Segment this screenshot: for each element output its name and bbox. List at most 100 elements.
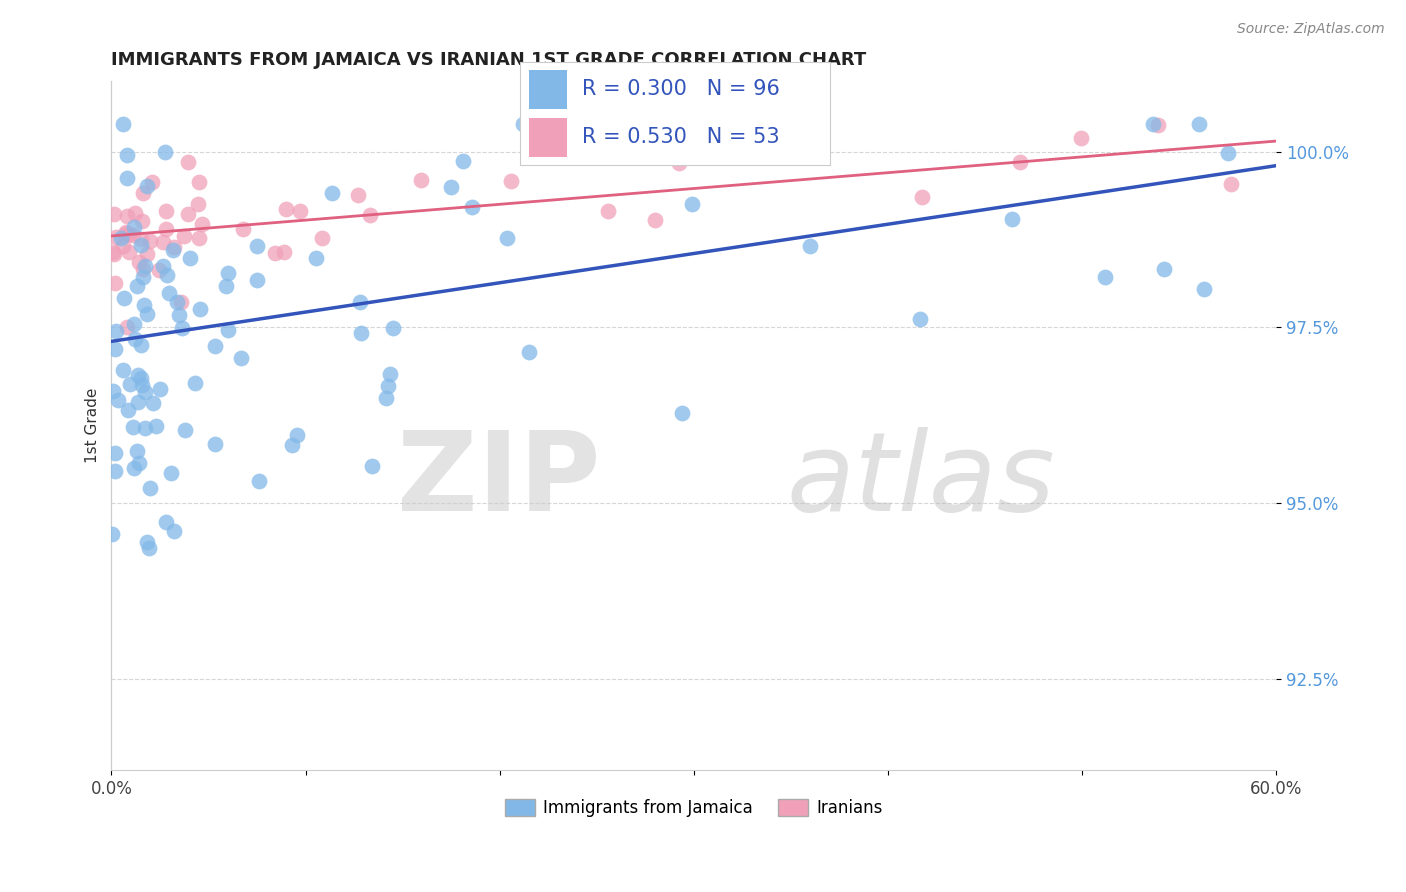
Point	[142, 396, 165, 410]
Point	[149, 382, 172, 396]
Point	[1220, 177, 1243, 191]
Point	[121, 227, 143, 242]
Point	[217, 323, 239, 337]
Point	[101, 527, 124, 541]
Point	[132, 262, 155, 277]
Point	[114, 227, 136, 242]
Point	[548, 150, 571, 164]
Point	[167, 308, 190, 322]
Text: ZIP: ZIP	[398, 427, 600, 534]
Point	[231, 351, 253, 365]
Point	[411, 172, 433, 186]
Point	[911, 189, 934, 203]
Point	[246, 273, 269, 287]
Point	[361, 459, 384, 474]
Point	[107, 393, 129, 408]
FancyBboxPatch shape	[530, 118, 567, 157]
Point	[188, 301, 211, 316]
Point	[145, 418, 167, 433]
Point	[177, 207, 200, 221]
Point	[118, 227, 141, 241]
Point	[117, 209, 139, 223]
Point	[118, 376, 141, 391]
FancyBboxPatch shape	[530, 70, 567, 109]
Point	[110, 231, 132, 245]
Point	[132, 186, 155, 201]
Text: atlas: atlas	[787, 427, 1056, 534]
Point	[187, 175, 209, 189]
Point	[129, 238, 152, 252]
Point	[112, 239, 135, 253]
Point	[166, 294, 188, 309]
Point	[127, 279, 149, 293]
Text: R = 0.300   N = 96: R = 0.300 N = 96	[582, 79, 780, 99]
Point	[101, 244, 124, 259]
Point	[350, 326, 373, 341]
Point	[155, 268, 177, 283]
Point	[121, 420, 143, 434]
Point	[105, 230, 128, 244]
Point	[163, 524, 186, 538]
Point	[122, 317, 145, 331]
Point	[246, 239, 269, 253]
Point	[1142, 116, 1164, 130]
Point	[799, 238, 821, 252]
Point	[152, 235, 174, 249]
Point	[136, 307, 159, 321]
Point	[1192, 282, 1215, 296]
Point	[273, 244, 295, 259]
Point	[172, 321, 194, 335]
Point	[111, 363, 134, 377]
Point	[152, 260, 174, 274]
Point	[173, 423, 195, 437]
Point	[496, 231, 519, 245]
Point	[382, 320, 405, 334]
Point	[131, 378, 153, 392]
Point	[501, 174, 523, 188]
Point	[112, 291, 135, 305]
Point	[1094, 270, 1116, 285]
Point	[644, 212, 666, 227]
Point	[232, 222, 254, 236]
Point	[118, 245, 141, 260]
Point	[127, 444, 149, 458]
Point	[134, 421, 156, 435]
Point	[136, 178, 159, 193]
Point	[347, 187, 370, 202]
Point	[134, 385, 156, 400]
Point	[190, 217, 212, 231]
Point	[305, 251, 328, 265]
Point	[188, 231, 211, 245]
Point	[1070, 130, 1092, 145]
Point	[1008, 155, 1031, 169]
Point	[155, 222, 177, 236]
Point	[349, 295, 371, 310]
Point	[1218, 145, 1240, 160]
Point	[127, 368, 149, 383]
Point	[104, 446, 127, 460]
Point	[136, 534, 159, 549]
Point	[132, 269, 155, 284]
Point	[155, 515, 177, 529]
Legend: Immigrants from Jamaica, Iranians: Immigrants from Jamaica, Iranians	[498, 792, 890, 823]
Point	[153, 145, 176, 160]
Point	[115, 170, 138, 185]
Point	[440, 179, 463, 194]
Point	[104, 464, 127, 478]
Text: IMMIGRANTS FROM JAMAICA VS IRANIAN 1ST GRADE CORRELATION CHART: IMMIGRANTS FROM JAMAICA VS IRANIAN 1ST G…	[111, 51, 866, 69]
Point	[1001, 212, 1024, 227]
Point	[139, 234, 162, 248]
Point	[148, 263, 170, 277]
Point	[115, 225, 138, 239]
Point	[160, 466, 183, 480]
Point	[139, 481, 162, 495]
Point	[103, 247, 125, 261]
Point	[103, 207, 125, 221]
Point	[117, 402, 139, 417]
Point	[204, 339, 226, 353]
Point	[177, 155, 200, 169]
Point	[105, 324, 128, 338]
Point	[215, 278, 238, 293]
Point	[163, 240, 186, 254]
Point	[115, 148, 138, 162]
